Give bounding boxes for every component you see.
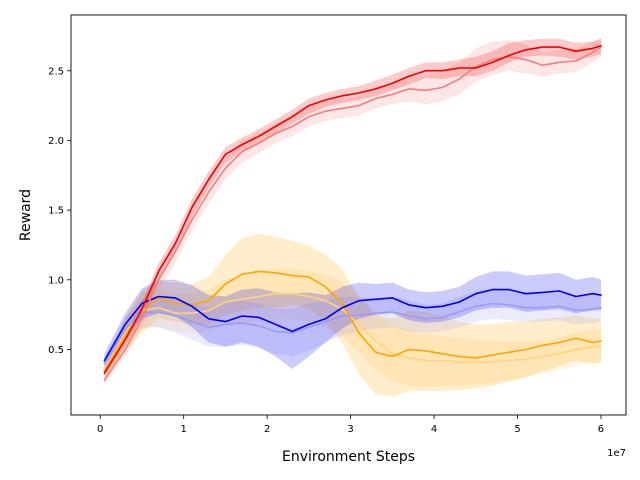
y-axis-ticks: 0.5 1.0 1.5 2.0 2.5	[48, 66, 71, 356]
y-tick-label: 2.0	[48, 136, 64, 147]
blue-line	[103, 288, 602, 362]
x-axis-offset-label: 1e7	[607, 448, 626, 459]
y-tick-label: 1.0	[48, 275, 64, 286]
x-tick-label: 2	[264, 424, 270, 435]
blue-band	[104, 271, 602, 369]
light-blue-band	[104, 288, 602, 369]
plot-frame	[70, 14, 627, 416]
x-tick-label: 4	[431, 424, 437, 435]
y-tick-label: 2.5	[48, 66, 64, 77]
orange-line	[103, 270, 602, 373]
light-red-band	[104, 38, 602, 385]
light-red-line	[103, 46, 602, 382]
light-blue-line	[103, 302, 602, 365]
x-tick-label: 5	[514, 424, 520, 435]
y-tick-label: 1.5	[48, 206, 64, 217]
x-tick-label: 3	[347, 424, 353, 435]
x-axis-ticks: 0 1 2 3 4 5 6	[97, 415, 604, 435]
y-axis-label: Reward	[18, 189, 34, 241]
red-line	[103, 44, 602, 375]
x-tick-label: 1	[180, 424, 186, 435]
y-tick-label: 0.5	[48, 345, 64, 356]
confidence-bands	[104, 38, 602, 397]
light-orange-line	[103, 292, 602, 372]
x-tick-label: 6	[598, 424, 604, 435]
x-tick-label: 0	[97, 424, 103, 435]
series-lines	[103, 44, 602, 382]
x-axis-label: Environment Steps	[282, 449, 415, 465]
